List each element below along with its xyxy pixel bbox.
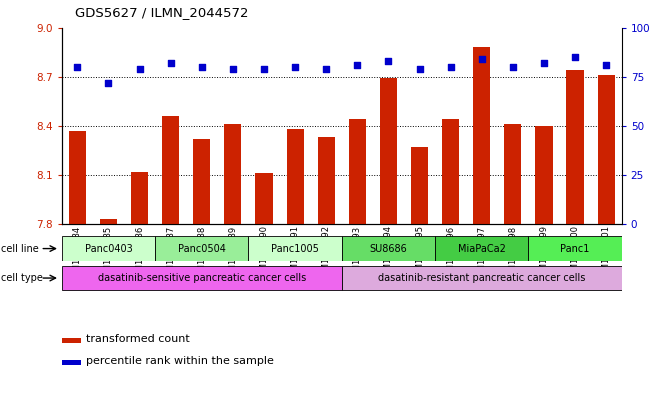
Bar [62,236,155,261]
Bar [249,236,342,261]
Text: Panc0504: Panc0504 [178,244,226,253]
Bar [411,147,428,224]
Point [383,58,394,64]
Bar [318,137,335,224]
Bar [193,139,210,224]
Point [508,64,518,70]
Bar [225,124,242,224]
Bar [435,236,529,261]
Text: Panc1005: Panc1005 [271,244,319,253]
Bar [529,236,622,261]
Bar [131,172,148,224]
Point [134,66,145,72]
Text: MiaPaCa2: MiaPaCa2 [458,244,506,253]
Bar [380,78,397,224]
Point [259,66,270,72]
Bar [155,236,249,261]
Bar [473,47,490,224]
Point [539,60,549,66]
Bar [255,173,273,224]
Bar [598,75,615,224]
Point [321,66,331,72]
Point [290,64,300,70]
Bar [566,70,583,224]
Bar [286,129,303,224]
Bar [62,266,342,290]
Bar [162,116,179,224]
Bar [62,360,81,365]
Text: cell line: cell line [1,244,39,253]
Bar [69,131,86,224]
Text: GDS5627 / ILMN_2044572: GDS5627 / ILMN_2044572 [75,6,249,19]
Bar [62,338,81,343]
Text: SU8686: SU8686 [370,244,408,253]
Bar [505,124,521,224]
Bar [442,119,459,224]
Point [414,66,424,72]
Bar [535,126,553,224]
Point [477,56,487,62]
Text: cell type: cell type [1,273,43,283]
Point [72,64,83,70]
Text: Panc0403: Panc0403 [85,244,132,253]
Text: transformed count: transformed count [86,334,190,344]
Bar [342,236,435,261]
Bar [100,219,117,224]
Text: dasatinib-sensitive pancreatic cancer cells: dasatinib-sensitive pancreatic cancer ce… [98,273,306,283]
Text: percentile rank within the sample: percentile rank within the sample [86,356,274,366]
Text: Panc1: Panc1 [561,244,590,253]
Point [445,64,456,70]
Point [570,54,580,60]
Point [228,66,238,72]
Point [352,62,363,68]
Bar [349,119,366,224]
Point [197,64,207,70]
Bar [342,266,622,290]
Point [104,79,114,86]
Point [165,60,176,66]
Text: dasatinib-resistant pancreatic cancer cells: dasatinib-resistant pancreatic cancer ce… [378,273,585,283]
Point [601,62,611,68]
